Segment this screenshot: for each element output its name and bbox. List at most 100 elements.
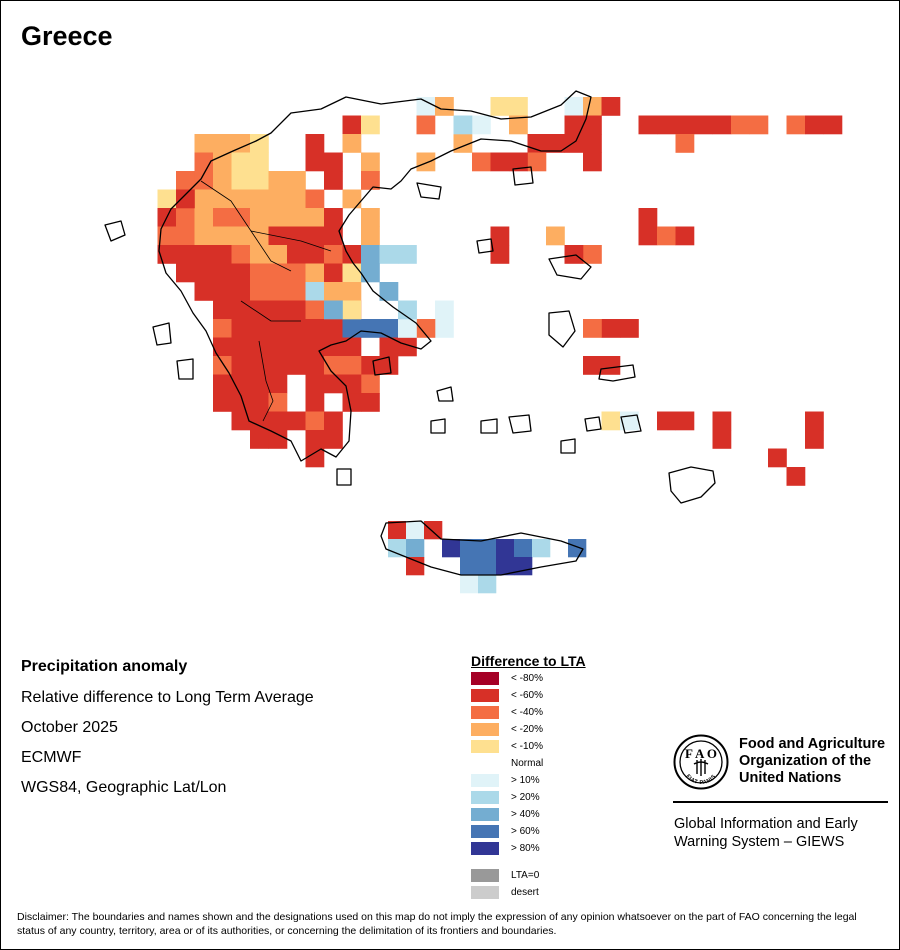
- anomaly-cell: [194, 245, 214, 264]
- anomaly-cell: [268, 208, 288, 227]
- anomaly-cell: [509, 152, 528, 172]
- anomaly-cell: [398, 300, 417, 320]
- anomaly-cell: [472, 115, 491, 135]
- anomaly-cell: [268, 319, 288, 338]
- anomaly-cell: [213, 319, 232, 338]
- anomaly-cell: [379, 282, 399, 301]
- anomaly-cell: [231, 134, 251, 153]
- legend-label: > 10%: [511, 775, 540, 786]
- anomaly-cell: [231, 374, 251, 394]
- legend-label: < -10%: [511, 741, 543, 752]
- anomaly-cell: [527, 152, 547, 172]
- anomaly-cell: [231, 337, 251, 357]
- anomaly-cell: [287, 282, 306, 301]
- anomaly-cell: [324, 226, 343, 246]
- map-title: Greece: [21, 21, 113, 51]
- anomaly-cell: [657, 411, 676, 431]
- legend-label: < -20%: [511, 724, 543, 735]
- coastline-path: [436, 386, 454, 402]
- anomaly-cell: [342, 356, 362, 375]
- anomaly-cell: [213, 393, 232, 412]
- anomaly-cell: [250, 374, 269, 394]
- anomaly-cell: [268, 245, 288, 264]
- anomaly-cell: [213, 374, 232, 394]
- anomaly-cell: [583, 115, 602, 135]
- anomaly-cell: [460, 575, 479, 594]
- anomaly-cell: [268, 393, 288, 412]
- legend-swatch: [471, 825, 499, 838]
- legend-label: < -60%: [511, 690, 543, 701]
- anomaly-cell: [406, 521, 425, 540]
- map-heading: Precipitation anomaly: [21, 658, 188, 675]
- anomaly-cell: [583, 152, 602, 172]
- anomaly-cell: [305, 319, 325, 338]
- anomaly-cell: [287, 263, 306, 283]
- anomaly-cell: [194, 171, 214, 190]
- anomaly-cell: [157, 189, 177, 209]
- anomaly-cell: [231, 226, 251, 246]
- anomaly-cell: [388, 521, 407, 540]
- legend-label: < -40%: [511, 707, 543, 718]
- anomaly-cell: [213, 245, 232, 264]
- anomaly-cell: [250, 300, 269, 320]
- anomaly-cell: [478, 575, 497, 594]
- anomaly-cell: [305, 189, 325, 209]
- anomaly-cell: [231, 171, 251, 190]
- giews-system-name: Global Information and Early Warning Sys…: [674, 815, 894, 851]
- coastline-path: [416, 182, 442, 200]
- anomaly-cell: [213, 134, 232, 153]
- anomaly-cell: [361, 152, 380, 172]
- anomaly-cell: [509, 115, 528, 135]
- coastline-path: [336, 468, 352, 486]
- anomaly-cell: [287, 208, 306, 227]
- anomaly-cell: [194, 134, 214, 153]
- anomaly-cell: [416, 115, 436, 135]
- anomaly-cell: [305, 448, 325, 468]
- anomaly-cell: [342, 337, 362, 357]
- anomaly-cell: [176, 208, 195, 227]
- anomaly-cell: [268, 300, 288, 320]
- anomaly-cell: [398, 337, 417, 357]
- anomaly-cell: [305, 356, 325, 375]
- anomaly-cell: [657, 226, 676, 246]
- anomaly-cell: [388, 539, 407, 558]
- anomaly-cell: [287, 337, 306, 357]
- anomaly-cell: [268, 430, 288, 449]
- anomaly-grid-cells: [157, 97, 843, 594]
- anomaly-cell: [305, 300, 325, 320]
- anomaly-cell: [657, 115, 676, 135]
- anomaly-cell: [675, 115, 695, 135]
- anomaly-cell: [213, 171, 232, 190]
- anomaly-cell: [305, 374, 325, 394]
- anomaly-cell: [435, 97, 454, 116]
- legend-swatch: [471, 672, 499, 685]
- anomaly-cell: [453, 115, 473, 135]
- anomaly-cell: [250, 411, 269, 431]
- fao-name-line: United Nations: [739, 770, 842, 786]
- legend-swatch: [471, 689, 499, 702]
- anomaly-cell: [305, 411, 325, 431]
- anomaly-cell: [250, 282, 269, 301]
- anomaly-cell: [638, 208, 658, 227]
- anomaly-cell: [361, 263, 380, 283]
- anomaly-cell: [712, 115, 732, 135]
- anomaly-cell: [268, 189, 288, 209]
- anomaly-cell: [564, 97, 584, 116]
- anomaly-cell: [213, 208, 232, 227]
- anomaly-cell: [176, 226, 195, 246]
- anomaly-cell: [398, 245, 417, 264]
- legend-swatch: [471, 808, 499, 821]
- anomaly-cell: [305, 152, 325, 172]
- coastline-path: [508, 414, 532, 434]
- legend-title: Difference to LTA: [471, 653, 586, 669]
- anomaly-cell: [268, 263, 288, 283]
- anomaly-cell: [416, 152, 436, 172]
- anomaly-cell: [324, 245, 343, 264]
- anomaly-cell: [324, 411, 343, 431]
- giews-line: Global Information and Early: [674, 816, 858, 832]
- anomaly-cell: [749, 115, 769, 135]
- anomaly-cell: [250, 245, 269, 264]
- anomaly-cell: [231, 282, 251, 301]
- anomaly-cell: [564, 245, 584, 264]
